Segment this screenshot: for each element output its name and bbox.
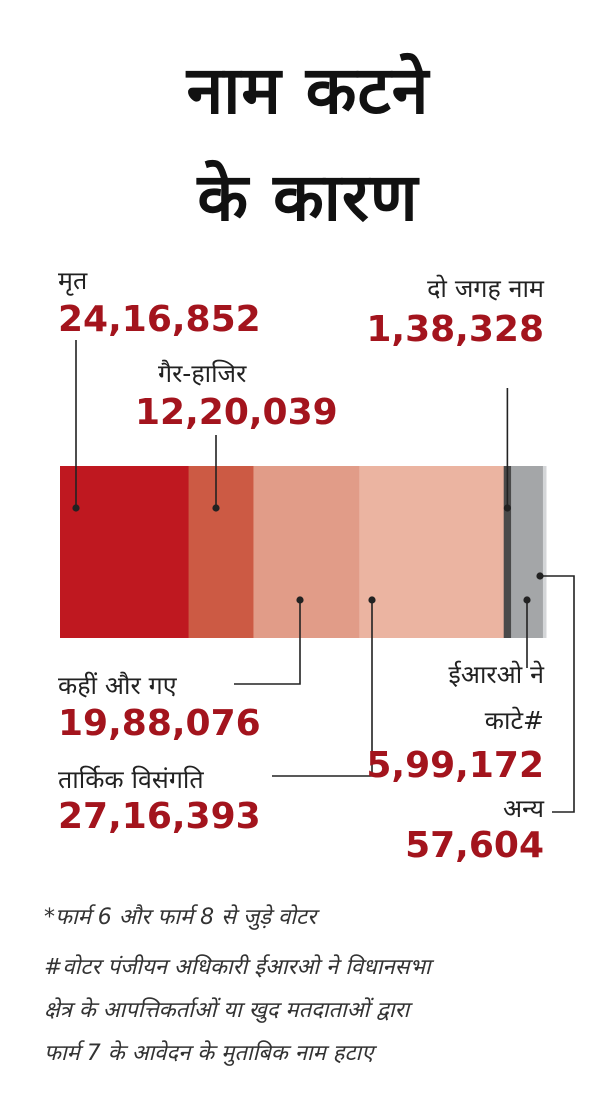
marker-ero — [523, 596, 531, 604]
bar-segment-6 — [542, 466, 547, 638]
value-ero: 5,99,172 — [366, 745, 544, 786]
value-other: 57,604 — [405, 825, 544, 866]
marker-moved — [296, 596, 304, 604]
value-dead: 24,16,852 — [58, 299, 261, 340]
bar-segment-1 — [188, 466, 254, 638]
marker-other — [536, 572, 544, 580]
title-line-2: के कारण — [197, 159, 419, 236]
bar-segment-3 — [359, 466, 505, 638]
title-line-1: नाम कटने — [186, 52, 430, 129]
marker-absent — [212, 504, 220, 512]
label-ero-line-2: काटे# — [484, 706, 544, 735]
label-moved: कहीं और गए — [58, 671, 177, 700]
value-logical: 27,16,393 — [58, 796, 261, 837]
value-two-places: 1,38,328 — [366, 309, 544, 350]
label-two-places: दो जगह नाम — [427, 274, 544, 303]
value-absent: 12,20,039 — [135, 392, 338, 433]
leader-moved — [234, 600, 301, 685]
marker-logical — [368, 596, 376, 604]
marker-dead — [72, 504, 80, 512]
label-ero-line-1: ईआरओ ने — [448, 660, 544, 689]
label-logical: तार्किक विसंगति — [58, 765, 204, 794]
bar-segment-0 — [60, 466, 190, 638]
bar-segment-4 — [503, 466, 512, 638]
label-dead: मृत — [58, 266, 88, 295]
footnote-3: क्षेत्र के आपत्तिकर्ताओं या खुद मतदाताओं… — [44, 998, 410, 1023]
footnote-2: #वोटर पंजीयन अधिकारी ईआरओ ने विधानसभा — [44, 955, 431, 980]
marker-two-places — [503, 504, 511, 512]
value-moved: 19,88,076 — [58, 703, 261, 744]
footnote-1: *फार्म 6 और फार्म 8 से जुड़े वोटर — [44, 905, 317, 930]
leader-logical — [272, 600, 373, 777]
label-other: अन्य — [503, 794, 544, 823]
leader-other — [540, 575, 575, 813]
label-absent: गैर-हाजिर — [158, 359, 247, 388]
bar-segment-2 — [253, 466, 360, 638]
footnote-4: फार्म 7 के आवेदन के मुताबिक नाम हटाए — [44, 1041, 374, 1066]
